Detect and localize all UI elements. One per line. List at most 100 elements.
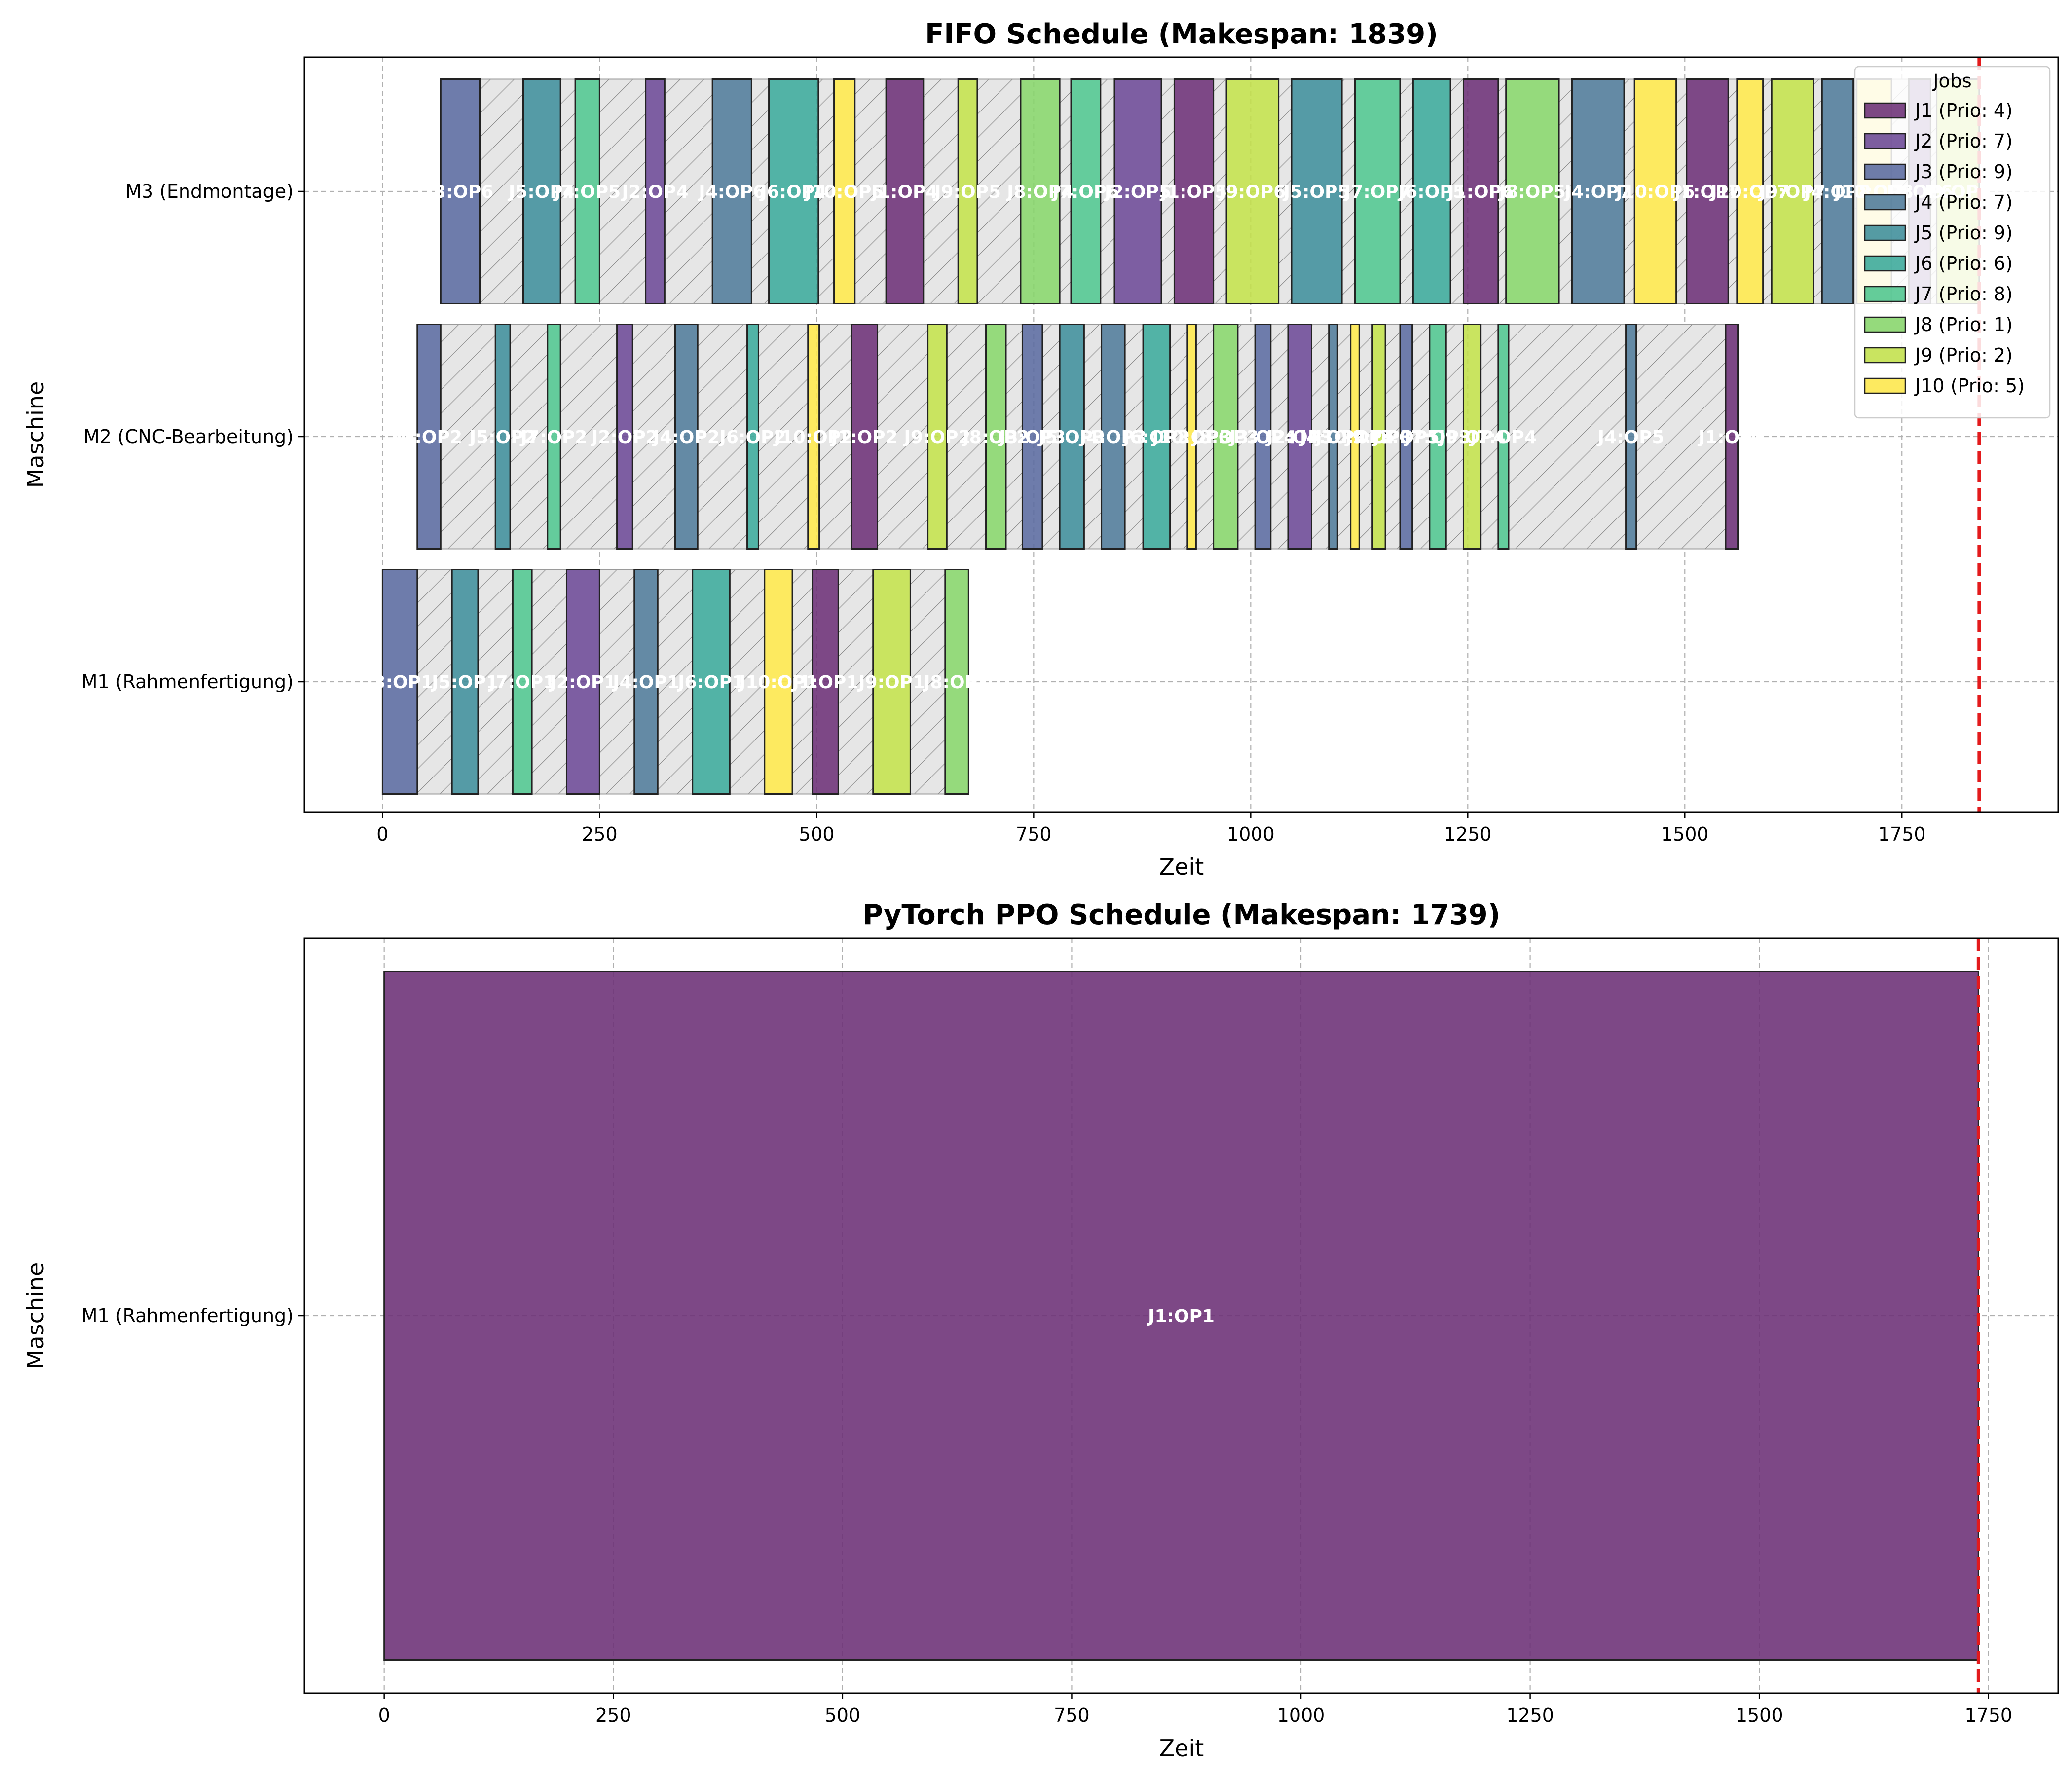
task-label: J9:OP6 (1218, 182, 1286, 202)
task-label: J7:OP5 (553, 182, 621, 202)
task-bar (764, 569, 793, 795)
ppo-y-ticks: M1 (Rahmenfertigung) (81, 1305, 304, 1327)
task-bar (1505, 78, 1560, 304)
idle-block (976, 78, 1021, 304)
fifo-chart-title: FIFO Schedule (Makespan: 1839) (925, 18, 1438, 50)
task-label: J5:OP2 (468, 427, 536, 447)
task-label: J2:OP1 (548, 672, 616, 693)
task-bar (1059, 324, 1085, 550)
task-bar (957, 78, 978, 304)
ppo-x-ticks: 0 250 500 750 1000 1250 1500 1750 (378, 1693, 2012, 1726)
task-bar (1462, 78, 1499, 304)
task-bar (1771, 78, 1814, 304)
fifo-plot-border (303, 56, 2059, 813)
idle-block (560, 78, 576, 304)
task-label: J3:OP4 (1228, 427, 1296, 447)
legend-swatch (1864, 377, 1906, 394)
task-bar (1287, 324, 1312, 550)
idle-block (560, 324, 618, 550)
idle-block (1399, 78, 1414, 304)
task-label: J1:OP4 (870, 182, 938, 202)
ppo-x-axis-label: Zeit (1159, 1735, 1204, 1762)
task-label: J6:OP2 (718, 427, 786, 447)
task-bar (1633, 78, 1677, 304)
task-label: J3:OP5 (1371, 427, 1440, 447)
task-bar (807, 324, 820, 550)
idle-block (910, 569, 946, 795)
legend-entry: J7 (Prio: 8) (1914, 283, 2013, 305)
task-label: J5:OP1 (430, 672, 498, 693)
x-tick-label: 1000 (1277, 1704, 1325, 1726)
x-tick-label: 1750 (1878, 823, 1926, 845)
task-bar (1328, 324, 1338, 550)
task-label: J9:OP7 (1758, 182, 1826, 202)
task-bar (451, 569, 479, 795)
task-label: J8:OP1 (922, 672, 990, 693)
task-label: J3:OP3 (998, 427, 1066, 447)
task-label: J7:OP2 (519, 427, 588, 447)
task-bar (1113, 78, 1162, 304)
task-label: J4:OP5 (1596, 427, 1665, 447)
task-label: J10:OP7 (1709, 182, 1789, 202)
task-bar (565, 569, 600, 795)
task-bar (522, 78, 561, 304)
task-label: J1:OP5 (1159, 182, 1227, 202)
task-bar (1571, 78, 1625, 304)
idle-block (510, 324, 548, 550)
idle-block (946, 324, 987, 550)
idle-block (1445, 324, 1464, 550)
task-bar (851, 324, 879, 550)
ppo-task-bars (383, 971, 1979, 1661)
idle-block (1237, 324, 1256, 550)
task-bar (416, 324, 442, 550)
legend-swatch (1864, 347, 1906, 364)
legend-swatch (1864, 316, 1906, 333)
task-label: J10:OP4 (1314, 427, 1395, 447)
task-label: J8:OP2 (961, 427, 1029, 447)
idle-block (1270, 324, 1289, 550)
task-bar (547, 324, 561, 550)
idle-block (1480, 324, 1499, 550)
x-tick-label: 1500 (1661, 823, 1709, 845)
task-label: J10:OP6 (1614, 182, 1695, 202)
task-label: J4:OP3 (1078, 427, 1147, 447)
task-bar (1625, 324, 1637, 550)
fifo-legend: Jobs J1 (Prio: 4) J2 (Prio: 7) J3 (Prio: 9)… (1854, 66, 2051, 419)
fifo-x-ticks: 0 250 500 750 1000 1250 1500 1750 (376, 812, 1926, 845)
legend-entry: J4 (Prio: 7) (1914, 191, 2013, 213)
task-bar (692, 569, 731, 795)
legend-entry: J10 (Prio: 5) (1914, 375, 2025, 397)
task-label: J7:OP6 (1051, 182, 1119, 202)
legend-entry: J3 (Prio: 9) (1914, 161, 2013, 183)
legend-swatch (1864, 194, 1906, 211)
task-label: J7:OP1 (487, 672, 555, 693)
task-bar (1070, 78, 1102, 304)
legend-entry: J9 (Prio: 2) (1914, 344, 2013, 366)
task-bar (872, 569, 911, 795)
task-bar (1725, 324, 1739, 550)
task-bar (440, 78, 481, 304)
idle-block (923, 78, 959, 304)
x-tick-label: 0 (376, 823, 388, 845)
idle-block (877, 324, 928, 550)
x-tick-label: 250 (595, 1704, 631, 1726)
idle-block (664, 78, 713, 304)
task-label: J6:OP4 (759, 182, 827, 202)
idle-block (1508, 324, 1627, 550)
fifo-task-bars (381, 78, 1980, 795)
task-bar (574, 78, 600, 304)
fifo-x-axis-label: Zeit (1159, 853, 1204, 880)
legend-entry: J8 (Prio: 1) (1914, 314, 2013, 335)
task-label: J9:OP3 (1344, 427, 1412, 447)
task-bar (1213, 324, 1239, 550)
legend-swatch (1864, 133, 1906, 149)
legend-swatch (1864, 163, 1906, 180)
idle-block (1635, 324, 1726, 550)
task-label: J1:OP7 (1673, 182, 1741, 202)
task-bar (768, 78, 819, 304)
task-bar (711, 78, 752, 304)
fifo-task-labels: J3:OP1J5:OP1J7:OP1J2:OP1J4:OP1J6:OP1J10:… (365, 182, 1991, 693)
task-bar (1354, 78, 1401, 304)
task-bar (944, 569, 969, 795)
